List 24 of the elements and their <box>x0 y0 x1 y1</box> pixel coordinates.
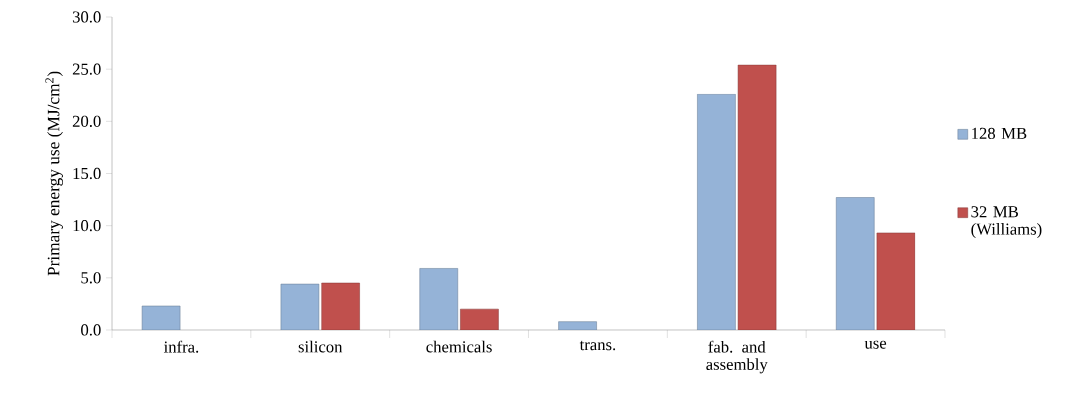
bar <box>321 282 360 330</box>
y-tick-label: 5.0 <box>81 272 101 284</box>
x-tick-label: fab. and assembly <box>706 340 768 374</box>
bar <box>876 232 916 330</box>
y-tick-label: 0.0 <box>81 324 101 336</box>
y-tick-label: 15.0 <box>73 167 101 180</box>
x-tick-label: silicon <box>298 340 343 353</box>
bar <box>280 283 320 330</box>
x-tick-label: infra. <box>163 340 199 353</box>
y-tick-label: 30.0 <box>72 11 101 23</box>
bar <box>737 64 777 330</box>
bar <box>419 268 459 330</box>
bar <box>460 308 499 330</box>
x-tick-label: chemicals <box>426 340 492 353</box>
legend-label: 128 MB <box>972 127 1027 140</box>
y-tick-label: 10.0 <box>73 220 101 232</box>
y-tick-label: 20.0 <box>72 115 101 127</box>
y-axis-title: Primary energy use (MJ/cm$^{2}$) <box>45 71 63 276</box>
y-tick-label: 25.0 <box>72 63 101 75</box>
x-tick-label: use <box>864 340 887 349</box>
bar <box>697 93 736 330</box>
legend-label: 32 MB (Williams) <box>971 206 1042 239</box>
bar <box>835 197 875 330</box>
x-tick-label: trans. <box>579 340 616 351</box>
